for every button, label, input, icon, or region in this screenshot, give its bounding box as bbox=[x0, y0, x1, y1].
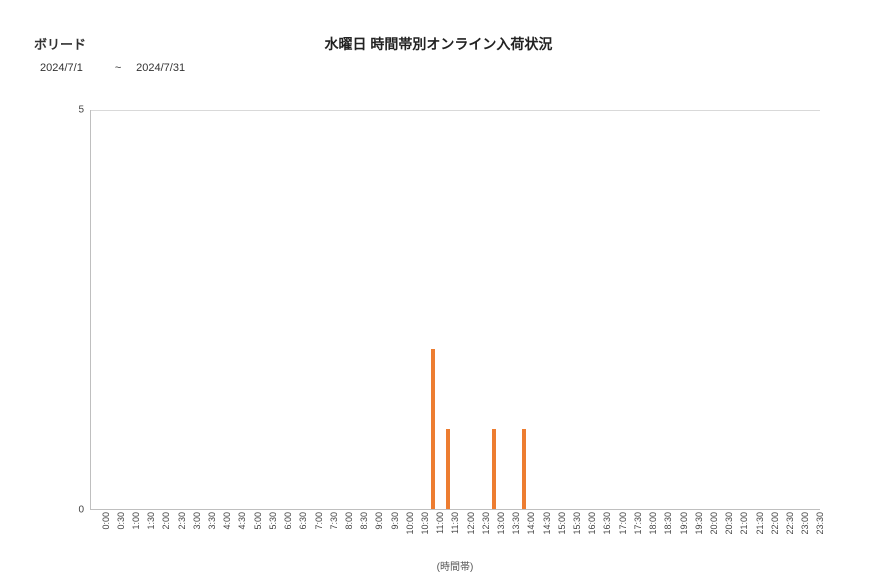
x-tick-label: 7:00 bbox=[314, 512, 324, 530]
chart-area: 05 0:000:301:001:302:002:303:003:304:004… bbox=[60, 110, 820, 510]
date-separator: ~ bbox=[103, 62, 133, 74]
gridline-top bbox=[91, 110, 820, 111]
date-range: 2024/7/1 ~ 2024/7/31 bbox=[40, 62, 185, 74]
x-tick-label: 15:00 bbox=[557, 512, 567, 535]
x-tick-label: 3:30 bbox=[207, 512, 217, 530]
x-tick-label: 23:30 bbox=[815, 512, 825, 535]
x-tick-label: 11:00 bbox=[435, 512, 445, 534]
x-tick-label: 19:30 bbox=[694, 512, 704, 535]
y-axis: 05 bbox=[60, 110, 90, 510]
x-tick-label: 14:30 bbox=[542, 512, 552, 535]
x-tick-label: 1:30 bbox=[146, 512, 156, 530]
x-tick-label: 7:30 bbox=[329, 512, 339, 530]
x-tick-label: 9:30 bbox=[390, 512, 400, 530]
x-tick-label: 9:00 bbox=[374, 512, 384, 530]
y-tick-label: 5 bbox=[78, 105, 84, 116]
x-tick-label: 15:30 bbox=[572, 512, 582, 535]
x-tick-label: 1:00 bbox=[131, 512, 141, 530]
x-tick-label: 6:30 bbox=[298, 512, 308, 530]
x-tick-label: 12:00 bbox=[466, 512, 476, 535]
x-tick-label: 0:00 bbox=[101, 512, 111, 530]
x-tick-label: 10:00 bbox=[405, 512, 415, 535]
bar bbox=[522, 429, 526, 509]
x-tick-label: 22:30 bbox=[785, 512, 795, 535]
x-tick-label: 23:00 bbox=[800, 512, 810, 535]
date-to: 2024/7/31 bbox=[136, 62, 185, 74]
x-tick-label: 12:30 bbox=[481, 512, 491, 535]
x-tick-label: 4:00 bbox=[222, 512, 232, 530]
y-tick-label: 0 bbox=[78, 505, 84, 516]
date-from: 2024/7/1 bbox=[40, 62, 100, 74]
x-tick-label: 14:00 bbox=[526, 512, 536, 535]
x-tick-label: 19:00 bbox=[679, 512, 689, 535]
x-tick-label: 18:30 bbox=[663, 512, 673, 535]
x-tick-label: 4:30 bbox=[237, 512, 247, 530]
x-tick-label: 6:00 bbox=[283, 512, 293, 530]
x-tick-label: 0:30 bbox=[116, 512, 126, 530]
x-tick-label: 17:00 bbox=[618, 512, 628, 535]
x-tick-label: 13:30 bbox=[511, 512, 521, 535]
plot-area bbox=[90, 110, 820, 510]
bar bbox=[446, 429, 450, 509]
x-tick-label: 5:00 bbox=[253, 512, 263, 530]
x-tick-label: 22:00 bbox=[770, 512, 780, 535]
x-tick-label: 3:00 bbox=[192, 512, 202, 530]
x-tick-label: 16:30 bbox=[602, 512, 612, 535]
x-tick-label: 18:00 bbox=[648, 512, 658, 535]
x-tick-label: 8:00 bbox=[344, 512, 354, 530]
bar bbox=[431, 349, 435, 509]
x-tick-label: 13:00 bbox=[496, 512, 506, 535]
page: ボリード 水曜日 時間帯別オンライン入荷状況 2024/7/1 ~ 2024/7… bbox=[0, 0, 877, 578]
x-tick-label: 21:00 bbox=[739, 512, 749, 535]
x-tick-label: 20:00 bbox=[709, 512, 719, 535]
x-tick-label: 21:30 bbox=[755, 512, 765, 535]
x-tick-label: 20:30 bbox=[724, 512, 734, 535]
x-tick-label: 8:30 bbox=[359, 512, 369, 530]
x-tick-label: 5:30 bbox=[268, 512, 278, 530]
chart-title: 水曜日 時間帯別オンライン入荷状況 bbox=[0, 34, 877, 54]
x-axis-title: (時間帯) bbox=[90, 558, 820, 573]
x-tick-label: 2:00 bbox=[161, 512, 171, 530]
x-tick-label: 10:30 bbox=[420, 512, 430, 535]
x-tick-label: 2:30 bbox=[177, 512, 187, 530]
x-tick-label: 16:00 bbox=[587, 512, 597, 535]
x-tick-label: 11:30 bbox=[450, 512, 460, 534]
x-tick-label: 17:30 bbox=[633, 512, 643, 535]
bar bbox=[492, 429, 496, 509]
